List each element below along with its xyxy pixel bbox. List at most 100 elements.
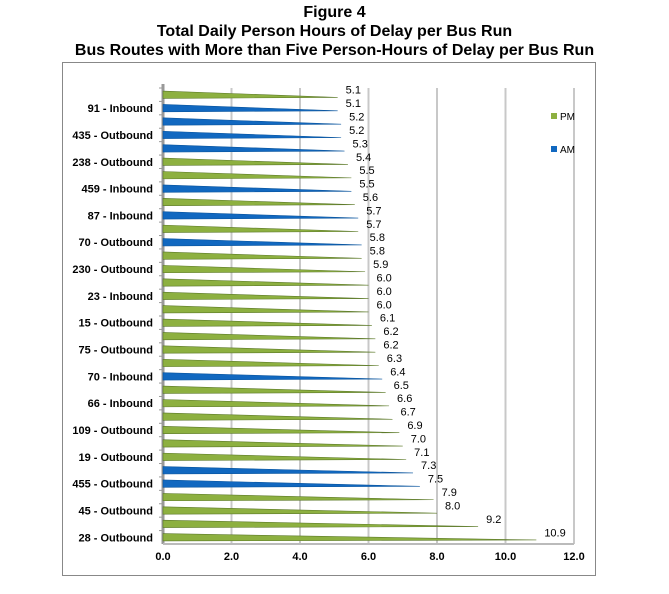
bar: [162, 278, 369, 287]
legend-label: AM: [560, 145, 575, 156]
x-tick-label: 8.0: [429, 551, 444, 563]
bar: [162, 144, 345, 153]
data-label: 5.7: [366, 205, 381, 217]
data-label: 5.8: [370, 232, 385, 244]
data-label: 6.0: [377, 299, 392, 311]
bar: [162, 318, 372, 327]
bar: [162, 452, 407, 461]
y-tick-label: 70 - Inbound: [88, 371, 153, 383]
bar: [162, 130, 342, 139]
bar: [162, 506, 438, 515]
data-label: 6.9: [407, 420, 422, 432]
data-label: 6.0: [377, 272, 392, 284]
bar: [162, 372, 383, 381]
bar: [162, 104, 338, 113]
bar: [162, 399, 390, 408]
bar: [162, 117, 342, 126]
bar: [162, 493, 434, 502]
data-label: 6.1: [380, 313, 395, 325]
data-label: 5.7: [366, 219, 381, 231]
legend-swatch: [551, 113, 557, 119]
chart-frame: [62, 62, 596, 576]
bar: [162, 198, 355, 206]
bar: [162, 385, 386, 394]
data-label: 5.8: [370, 246, 385, 258]
x-tick-label: 6.0: [361, 551, 376, 563]
bar: [162, 412, 393, 421]
data-label: 5.5: [359, 179, 374, 191]
bar: [162, 519, 479, 528]
legend-label: PM: [560, 112, 575, 123]
y-tick-label: 230 - Outbound: [72, 264, 153, 276]
bar: [162, 358, 379, 367]
y-tick-label: 70 - Outbound: [78, 237, 153, 249]
y-tick-label: 45 - Outbound: [78, 505, 153, 517]
bar: [162, 171, 352, 180]
bar: [162, 332, 376, 341]
bar: [162, 184, 352, 193]
x-tick-label: 4.0: [292, 551, 307, 563]
y-tick-label: 66 - Inbound: [88, 398, 153, 410]
data-label: 6.2: [383, 340, 398, 352]
bar: [162, 90, 338, 99]
data-label: 6.5: [394, 380, 409, 392]
bar: [162, 238, 362, 247]
y-tick-label: 19 - Outbound: [78, 452, 153, 464]
y-tick-label: 238 - Outbound: [72, 157, 153, 169]
data-label: 6.0: [377, 286, 392, 298]
bar: [162, 291, 369, 300]
legend-swatch: [551, 146, 557, 152]
data-label: 5.3: [353, 138, 368, 150]
data-label: 6.7: [400, 407, 415, 419]
y-tick-label: 455 - Outbound: [72, 479, 153, 491]
data-label: 7.5: [428, 474, 443, 486]
bar: [162, 479, 420, 488]
x-tick-label: 10.0: [495, 551, 516, 563]
bar: [162, 345, 376, 354]
data-label: 9.2: [486, 514, 501, 526]
chart-subtitle-2: Bus Routes with More than Five Person-Ho…: [74, 42, 595, 59]
data-label: 7.0: [411, 433, 426, 445]
data-label: 5.9: [373, 259, 388, 271]
data-label: 5.2: [349, 125, 364, 137]
data-label: 6.2: [383, 326, 398, 338]
data-label: 5.2: [349, 112, 364, 124]
data-label: 7.9: [442, 487, 457, 499]
data-label: 6.6: [397, 393, 412, 405]
y-tick-label: 91 - Inbound: [88, 103, 153, 115]
bar: [162, 265, 366, 274]
data-label: 6.4: [390, 366, 405, 378]
bar: [162, 439, 403, 448]
bar: [162, 211, 359, 220]
bar: [162, 305, 369, 314]
data-label: 5.6: [363, 192, 378, 204]
y-tick-label: 28 - Outbound: [78, 532, 153, 544]
data-label: 10.9: [544, 527, 565, 539]
y-tick-label: 459 - Inbound: [82, 184, 154, 196]
bar: [162, 533, 537, 542]
figure-title: Figure 4: [303, 4, 366, 21]
x-tick-label: 2.0: [224, 551, 239, 563]
data-label: 7.1: [414, 447, 429, 459]
bar: [162, 224, 359, 233]
chart-subtitle: Total Daily Person Hours of Delay per Bu…: [156, 23, 513, 40]
x-tick-label: 0.0: [155, 551, 170, 563]
y-tick-label: 87 - Inbound: [88, 210, 153, 222]
data-label: 5.4: [356, 152, 371, 164]
data-label: 7.3: [421, 460, 436, 472]
data-label: 8.0: [445, 500, 460, 512]
bar: [162, 466, 414, 475]
data-label: 6.3: [387, 353, 402, 365]
data-label: 5.5: [359, 165, 374, 177]
y-tick-label: 435 - Outbound: [72, 130, 153, 142]
y-tick-label: 15 - Outbound: [78, 318, 153, 330]
x-tick-label: 12.0: [563, 551, 584, 563]
data-label: 5.1: [346, 85, 361, 97]
y-tick-label: 23 - Inbound: [88, 291, 153, 303]
bar: [162, 251, 362, 260]
y-tick-label: 109 - Outbound: [72, 425, 153, 437]
data-label: 5.1: [346, 98, 361, 110]
y-tick-label: 75 - Outbound: [78, 345, 153, 357]
bar: [162, 157, 348, 166]
